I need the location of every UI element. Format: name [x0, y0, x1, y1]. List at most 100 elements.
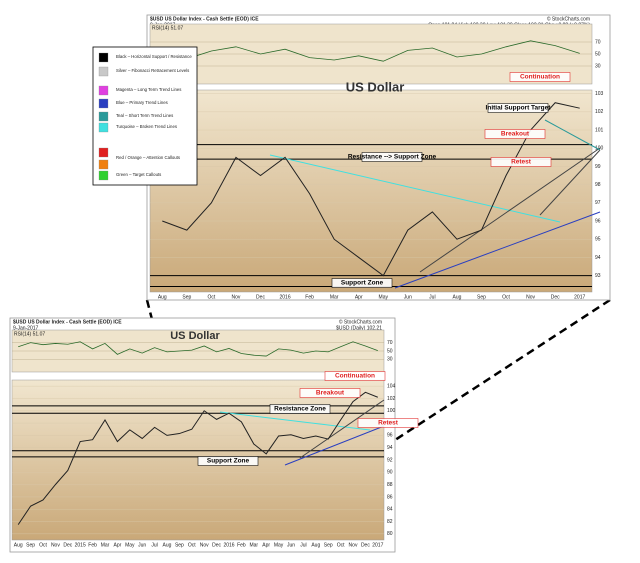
- x-tick-label: Feb: [305, 294, 314, 300]
- x-tick-label: Mar: [249, 542, 258, 548]
- callout-box: [484, 129, 546, 139]
- callout-box: [331, 278, 393, 288]
- x-tick-label: Oct: [39, 542, 47, 548]
- callout: Resistance Zone: [274, 406, 326, 413]
- chart-title: US Dollar: [170, 330, 220, 342]
- legend-label: Black – Horizontal Support / Resistance: [116, 54, 192, 59]
- y-tick-label: 93: [595, 273, 601, 279]
- y-tick-label: 99: [595, 164, 601, 170]
- y-tick-label: 98: [595, 182, 601, 188]
- legend-swatch: [98, 85, 109, 96]
- zoom-connector: [394, 298, 611, 442]
- callout: Retest: [511, 159, 532, 166]
- callout-box: [269, 404, 331, 414]
- callout: Resistance --> Support Zone: [348, 154, 437, 161]
- legend-swatch: [98, 170, 109, 181]
- callout-box: [490, 157, 552, 167]
- y-tick-label: 92: [387, 457, 393, 463]
- y-tick-label: 90: [387, 470, 393, 476]
- x-tick-label: Oct: [207, 294, 215, 300]
- x-tick-label: 2017: [574, 294, 585, 300]
- y-tick-label: 102: [387, 396, 396, 402]
- x-tick-label: Nov: [349, 542, 358, 548]
- x-tick-label: Nov: [200, 542, 209, 548]
- x-tick-label: Nov: [231, 294, 240, 300]
- x-tick-label: 2017: [372, 542, 383, 548]
- x-tick-label: Jun: [404, 294, 412, 300]
- trend-line: [299, 399, 385, 459]
- x-tick-label: May: [274, 542, 284, 548]
- x-tick-label: Dec: [551, 294, 560, 300]
- chart-date: 9-Jan-2017: [13, 325, 39, 331]
- x-tick-label: Nov: [526, 294, 535, 300]
- legend-label: Green – Target Callouts: [116, 172, 161, 177]
- trend-line: [394, 211, 601, 289]
- y-tick-label: 82: [387, 519, 393, 525]
- y-tick-label: 94: [387, 445, 393, 451]
- y-tick-label: 86: [387, 494, 393, 500]
- callout-box: [487, 103, 549, 113]
- y-tick-label: 101: [595, 127, 604, 133]
- trend-line: [269, 154, 561, 223]
- legend-swatch: [98, 52, 109, 63]
- callout: Breakout: [316, 390, 345, 397]
- x-tick-label: Nov: [51, 542, 60, 548]
- trend-line: [539, 149, 601, 216]
- rsi-tick-label: 30: [595, 63, 601, 69]
- x-tick-label: May: [379, 294, 389, 300]
- y-tick-label: 84: [387, 507, 393, 513]
- callout-box: [357, 418, 419, 428]
- x-tick-label: Jun: [138, 542, 146, 548]
- callout-box: [509, 72, 571, 82]
- x-tick-label: Apr: [355, 294, 363, 300]
- x-tick-label: Dec: [256, 294, 265, 300]
- chart-title: US Dollar: [346, 79, 405, 94]
- chart-header: $USD US Dollar Index - Cash Settle (EOD)…: [13, 319, 122, 325]
- price-line: [17, 391, 378, 525]
- x-tick-label: Dec: [63, 542, 72, 548]
- x-tick-label: Oct: [188, 542, 196, 548]
- y-tick-label: 102: [595, 109, 604, 115]
- callout: Continuation: [520, 74, 560, 81]
- rsi-tick-label: 50: [387, 348, 393, 354]
- rsi-tick-label: 30: [387, 357, 393, 363]
- x-tick-label: Sep: [26, 542, 35, 548]
- legend-swatch: [98, 98, 109, 109]
- y-tick-label: 96: [387, 433, 393, 439]
- callout: Retest: [378, 420, 399, 427]
- legend-label: Red / Orange – Attention Callouts: [116, 155, 180, 160]
- x-tick-label: Aug: [311, 542, 320, 548]
- y-tick-label: 100: [387, 408, 396, 414]
- x-tick-label: Sep: [324, 542, 333, 548]
- rsi-tick-label: 70: [387, 340, 393, 346]
- legend: [92, 46, 198, 186]
- y-tick-label: 96: [595, 218, 601, 224]
- x-tick-label: May: [125, 542, 135, 548]
- price-line: [162, 102, 580, 277]
- callout: Continuation: [335, 373, 375, 380]
- chart-header: $USD US Dollar Index - Cash Settle (EOD)…: [150, 16, 259, 22]
- rsi-tick-label: 70: [595, 39, 601, 45]
- y-tick-label: 104: [387, 383, 396, 389]
- rsi-line: [18, 341, 378, 357]
- x-tick-label: Aug: [158, 294, 167, 300]
- x-tick-label: Feb: [88, 542, 97, 548]
- x-tick-label: Apr: [114, 542, 122, 548]
- x-tick-label: Oct: [502, 294, 510, 300]
- rsi-tick-label: 50: [595, 51, 601, 57]
- y-tick-label: 103: [595, 91, 604, 97]
- callout: Initial Support Target: [486, 105, 552, 112]
- x-tick-label: Mar: [101, 542, 110, 548]
- x-tick-label: Jun: [287, 542, 295, 548]
- x-tick-label: Sep: [182, 294, 191, 300]
- source: © StockCharts.com: [339, 318, 382, 325]
- y-tick-label: 80: [387, 531, 393, 537]
- x-tick-label: Sep: [477, 294, 486, 300]
- callout-box: [299, 388, 361, 398]
- x-tick-label: Aug: [163, 542, 172, 548]
- rsi-label: RSI(14) 51.07: [152, 25, 183, 31]
- x-tick-label: 2015: [75, 542, 86, 548]
- y-tick-label: 97: [595, 200, 601, 206]
